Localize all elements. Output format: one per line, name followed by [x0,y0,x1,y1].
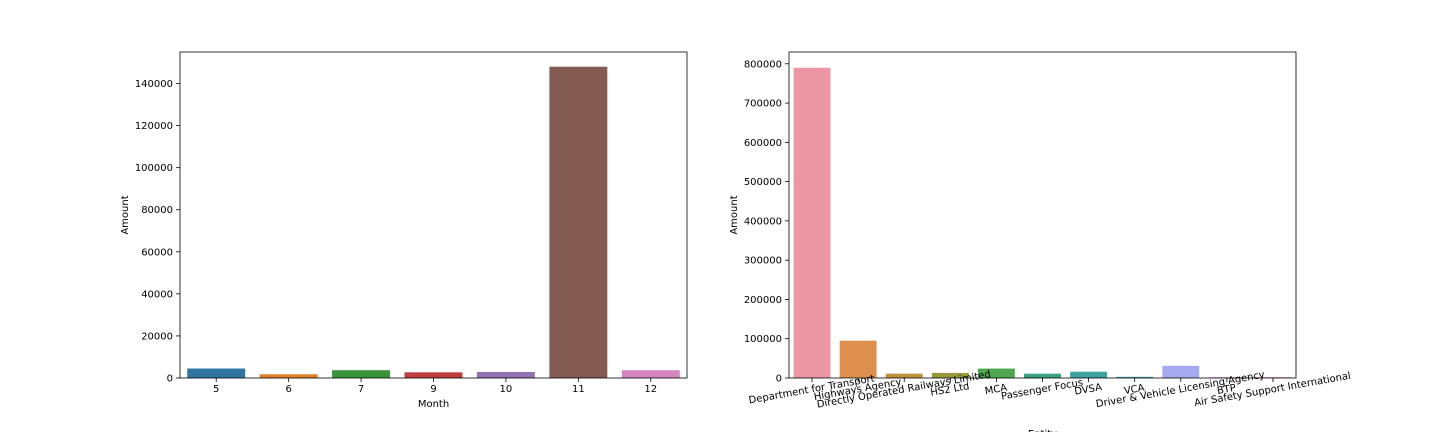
x-tick-label-1-9: BTP [1216,383,1237,397]
bar-1-5 [1024,373,1061,378]
y-axis-label-1: Amount [729,195,740,234]
y-axis-label-0: Amount [120,195,131,234]
bar-1-1 [839,340,877,378]
month-amount-chart: 0 20000 40000 60000 80000 100000 120000 140000 5… [120,51,688,410]
y-tick-label-1-5: 500000 [744,177,782,188]
entity-amount-chart: 0 100000 200000 300000 400000 500000 600000 700… [729,51,1352,432]
bar-1-8 [1162,365,1200,378]
x-tick-label-1-4: MCA [984,383,1008,398]
x-tick-label-0-3: 9 [430,384,436,395]
bar-0-2 [332,370,391,378]
x-tick-label-0-5: 11 [572,384,585,395]
bar-0-1 [259,374,318,378]
y-tick-label-0-3: 60000 [141,247,173,258]
bar-0-5 [549,66,608,378]
y-tick-label-0-1: 20000 [141,331,173,342]
y-tick-label-0-0: 0 [167,374,173,385]
x-axis-label-0: Month [418,399,449,410]
bar-1-2 [885,373,923,378]
bar-1-6 [1070,371,1108,378]
bar-1-4 [977,368,1015,378]
x-tick-label-0-6: 12 [644,384,657,395]
axes-frame-1 [788,51,1297,379]
x-tick-label-1-6: DVSA [1074,382,1103,398]
y-tick-label-1-0: 0 [776,374,782,385]
x-tick-label-0-1: 6 [285,384,291,395]
y-tick-label-0-7: 140000 [135,79,173,90]
bar-0-4 [476,371,535,378]
y-tick-label-0-4: 80000 [141,205,173,216]
axes-frame-0 [179,51,688,379]
bar-0-3 [404,372,463,378]
x-tick-label-0-4: 10 [500,384,513,395]
y-tick-label-1-2: 200000 [744,295,782,306]
y-tick-label-1-8: 800000 [744,59,782,70]
x-tick-label-0-0: 5 [213,384,219,395]
bar-1-7 [1116,376,1154,378]
y-tick-label-0-6: 120000 [135,121,173,132]
y-tick-label-0-2: 40000 [141,289,173,300]
x-axis-label-1: Entity [1028,429,1057,432]
y-tick-label-1-6: 600000 [744,138,782,149]
y-tick-label-1-3: 300000 [744,256,782,267]
bar-0-0 [187,368,246,378]
bar-1-3 [931,372,969,378]
bar-0-6 [621,370,680,378]
y-tick-label-1-4: 400000 [744,216,782,227]
x-tick-label-0-2: 7 [358,384,364,395]
bar-1-0 [793,67,831,378]
y-tick-label-1-7: 700000 [744,99,782,110]
y-tick-label-1-1: 100000 [744,334,782,345]
x-tick-label-1-7: VCA [1123,383,1145,397]
y-tick-label-0-5: 100000 [135,163,173,174]
